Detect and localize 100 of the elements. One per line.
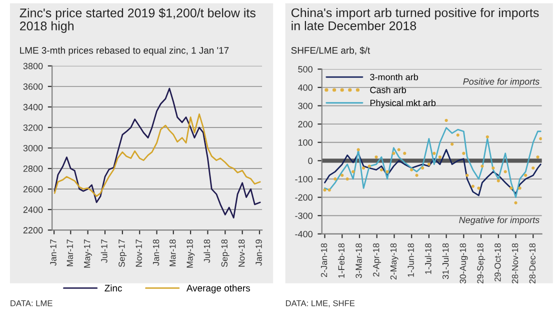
point [340, 174, 344, 177]
y-tick-label: 500 [298, 66, 312, 72]
point [480, 164, 484, 168]
point [346, 177, 349, 181]
x-tick-label: 3-Mar-18 [356, 243, 362, 278]
point [421, 166, 424, 170]
line-series [54, 113, 261, 197]
x-tick-label: Nov-18 [238, 239, 245, 267]
x-tick-label: 1-Jun-18 [408, 243, 414, 277]
point [356, 148, 360, 152]
x-tick-label: Jan-18 [152, 239, 160, 266]
point [532, 166, 535, 170]
point [536, 155, 540, 159]
x-tick-label: 28-Nov-18 [512, 243, 518, 284]
point [415, 174, 418, 177]
y-tick-label: -400 [295, 230, 312, 238]
x-tick-label: 28-Dec-18 [529, 243, 536, 284]
point [450, 142, 454, 146]
y-tick-label: 2400 [23, 206, 43, 213]
y-tick-label: 100 [298, 139, 312, 146]
point [323, 188, 326, 192]
y-tick-label: 3400 [23, 104, 43, 110]
x-tick-label: 29-Oct-18 [494, 243, 501, 282]
point [386, 170, 389, 174]
point [427, 162, 430, 166]
point [492, 166, 495, 170]
line-series [324, 127, 542, 198]
point [462, 152, 466, 155]
legend-label: 3-month arb [370, 74, 418, 80]
y-tick-label: 3200 [23, 124, 43, 131]
point [403, 152, 406, 155]
x-tick-label: May-18 [186, 239, 195, 268]
x-tick-label: May-17 [84, 240, 92, 268]
point [466, 174, 469, 177]
annotation: Negative for imports [459, 216, 540, 225]
point [504, 170, 507, 174]
point [514, 201, 518, 204]
point [374, 155, 378, 159]
y-tick-label: -300 [295, 212, 312, 219]
annotation: Positive for imports [463, 78, 540, 87]
point [524, 174, 528, 177]
point [471, 184, 474, 188]
line-series [54, 88, 261, 218]
y-tick-label: 3000 [23, 144, 43, 152]
x-tick-label: 29-Sep-18 [477, 243, 486, 284]
x-tick-label: 2-Apr-18 [373, 243, 381, 277]
legend-label: Average others [186, 284, 250, 294]
x-tick-label: Mar-18 [170, 239, 176, 266]
point [496, 179, 500, 182]
x-tick-label: 31-Jul-18 [442, 243, 449, 280]
x-tick-label: 1-Feb-18 [338, 243, 344, 278]
legend-label: Physical mkt arb [370, 99, 436, 108]
y-tick-label: 200 [298, 121, 312, 128]
x-tick-label: Jul-18 [204, 239, 210, 263]
line-series [324, 148, 542, 196]
y-tick-label: 2800 [23, 165, 43, 172]
y-tick-label: 2600 [23, 186, 43, 192]
point [438, 155, 442, 159]
x-tick-label: Jul-17 [100, 240, 108, 263]
point [539, 137, 542, 140]
legend-label: Zinc [104, 284, 122, 292]
y-tick-label: 3600 [23, 83, 43, 90]
point [444, 118, 448, 122]
point [368, 164, 371, 168]
text: DATA: LME, SHFE [286, 300, 355, 308]
point [397, 148, 400, 152]
y-tick-label: 3800 [23, 62, 43, 70]
x-tick-label: 30-Aug-18 [460, 243, 468, 284]
x-tick-label: Jan-19 [256, 240, 262, 266]
chart-title: China's import arb turned positive for imports in late December 2018 [291, 8, 539, 30]
x-tick-label: 2-Jan-18 [320, 243, 328, 278]
point [510, 186, 513, 190]
point [486, 135, 489, 138]
point [380, 168, 384, 172]
point [362, 166, 366, 170]
point [432, 152, 436, 155]
point [392, 152, 396, 155]
x-tick-label: 2-May-18 [390, 243, 398, 280]
point [518, 186, 522, 190]
point [477, 186, 480, 190]
chart-subtitle: LME 3-mth prices rebased to equal zinc, 1 Jan '17 [20, 46, 229, 56]
y-tick-label: 400 [298, 84, 312, 91]
point [328, 188, 331, 192]
y-tick-label: -100 [295, 176, 312, 182]
x-tick-label: Sep-18 [221, 239, 230, 267]
point [410, 168, 414, 172]
legend-label: Cash arb [370, 86, 406, 94]
point [352, 170, 355, 174]
point [456, 133, 460, 137]
x-tick-label: Mar-17 [66, 240, 73, 266]
x-tick-label: Jan-17 [50, 240, 56, 266]
chart-title: Zinc's price started 2019 $1,200/t below its 2018 high [20, 8, 256, 33]
x-tick-label: 1-Jul-18 [424, 243, 432, 274]
y-tick-label: -200 [295, 194, 312, 201]
y-tick-label: 2200 [23, 227, 43, 234]
x-tick-label: Sep-17 [118, 240, 127, 267]
x-tick-label: Nov-17 [136, 240, 142, 267]
text: DATA: LME [10, 300, 52, 306]
point [334, 177, 337, 181]
y-tick-label: 300 [298, 102, 312, 110]
